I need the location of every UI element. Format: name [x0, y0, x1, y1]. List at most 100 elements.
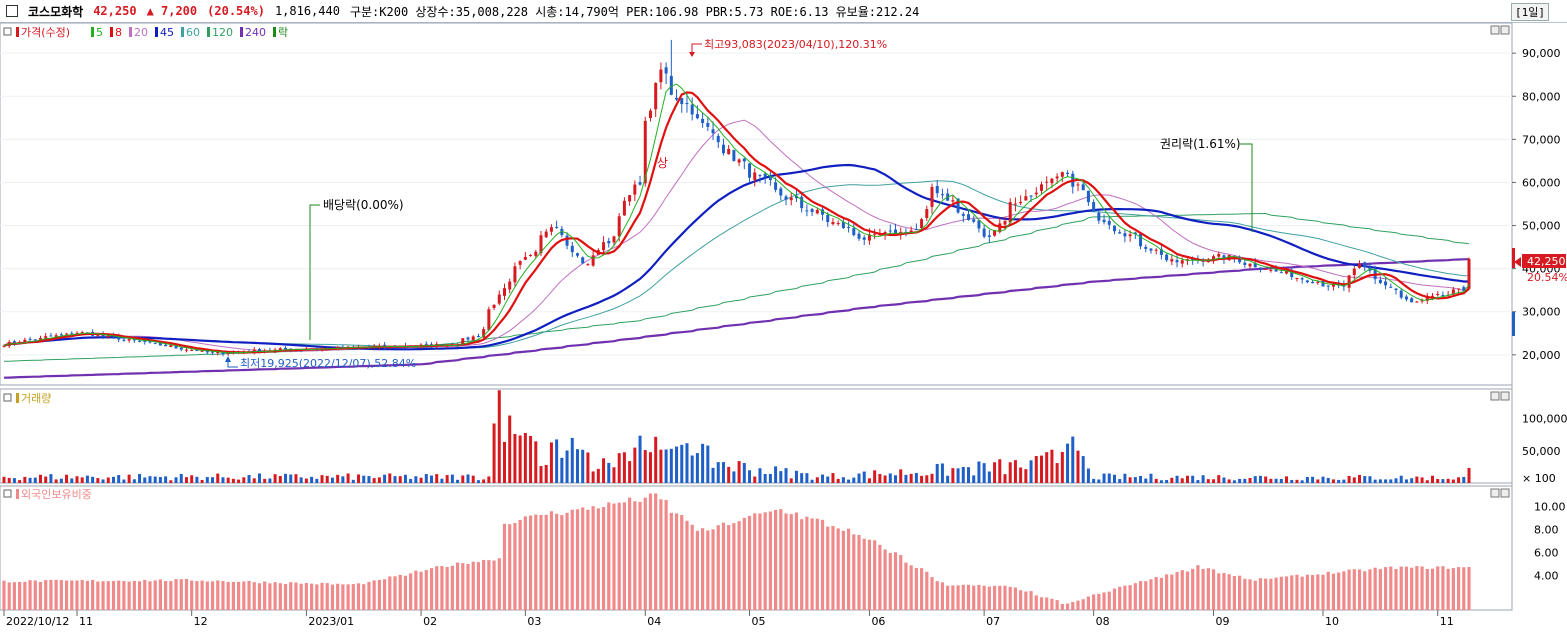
foreign-bar	[977, 584, 981, 610]
volume-bar	[294, 474, 298, 483]
candle-body	[23, 339, 27, 342]
volume-bar	[1024, 469, 1028, 483]
foreign-bar	[1071, 601, 1075, 610]
foreign-bar	[555, 513, 559, 610]
close-icon[interactable]	[1500, 391, 1510, 401]
foreign-bar	[810, 518, 814, 610]
minimize-icon[interactable]	[1490, 391, 1500, 401]
foreign-bar	[727, 525, 731, 610]
candle-body	[153, 342, 157, 344]
minimize-icon[interactable]	[1490, 488, 1500, 498]
candle-body	[122, 339, 126, 341]
candle-body	[810, 209, 814, 212]
volume-bar	[1071, 436, 1075, 483]
foreign-bar	[33, 580, 37, 610]
minimize-icon[interactable]	[1490, 25, 1500, 35]
volume-bar	[1170, 477, 1174, 483]
candle-body	[1107, 220, 1111, 225]
candle-body	[1347, 275, 1351, 288]
foreign-bar	[1467, 567, 1471, 610]
volume-bar	[596, 468, 600, 483]
candle-body	[284, 347, 288, 350]
foreign-bar	[893, 552, 898, 610]
volume-bar	[143, 477, 147, 483]
price-panel-buttons	[1490, 25, 1510, 35]
volume-bar	[1139, 475, 1143, 483]
foreign-bar	[96, 581, 100, 610]
volume-bar	[1180, 478, 1184, 483]
select-checkbox[interactable]	[6, 5, 18, 17]
foreign-bar	[992, 585, 997, 610]
volume-bar	[690, 455, 694, 483]
foreign-bar	[184, 578, 189, 610]
volume-bar	[539, 466, 543, 483]
candle-body	[1358, 263, 1362, 268]
legend-box-icon[interactable]	[3, 27, 12, 36]
foreign-bar	[1019, 590, 1023, 610]
volume-bar	[883, 475, 887, 483]
foreign-bar	[1404, 566, 1409, 610]
foreign-bar	[1415, 566, 1419, 610]
foreign-bar	[91, 579, 95, 610]
foreign-bar	[966, 584, 971, 610]
date-tick-label: 08	[1096, 615, 1110, 628]
legend-box-icon[interactable]	[3, 489, 12, 498]
volume-bar	[388, 473, 392, 483]
stock-chart[interactable]: 가격(수정) 5 8 20 45 60 120 240 락 거래량 외국인보유비중 최고93,…	[0, 22, 1567, 630]
candle-body	[732, 149, 736, 161]
volume-bar	[899, 469, 903, 483]
volume-bar	[1008, 462, 1012, 483]
foreign-bar	[1003, 585, 1007, 610]
close-icon[interactable]	[1500, 488, 1510, 498]
volume-bar	[1102, 473, 1106, 483]
foreign-bar	[747, 515, 752, 610]
candle-body	[1305, 280, 1309, 283]
volume-bar	[273, 474, 277, 483]
candle-body	[1331, 283, 1335, 287]
volume-bar	[727, 466, 731, 483]
volume-bar	[278, 476, 282, 483]
foreign-bar	[132, 581, 136, 610]
foreign-bar	[1222, 573, 1226, 610]
foreign-bar	[273, 582, 277, 610]
foreign-bar	[951, 585, 955, 610]
volume-bar	[492, 423, 496, 483]
volume-bar	[1326, 477, 1330, 483]
volume-bar	[393, 476, 397, 483]
candle-body	[226, 352, 230, 354]
candle-body	[993, 230, 997, 236]
close-icon[interactable]	[1500, 25, 1510, 35]
legend-ma-label: 8	[115, 26, 122, 39]
legend-box-icon[interactable]	[3, 393, 12, 402]
foreign-bar	[805, 516, 809, 610]
foreign-bar	[85, 580, 90, 610]
volume-bar	[1274, 478, 1278, 483]
foreign-bar	[1269, 578, 1273, 610]
foreign-bar	[721, 522, 726, 610]
candle-body	[591, 255, 595, 266]
rights-label: 권리락(1.61%)	[1160, 137, 1241, 151]
period-selector[interactable]: [1일]	[1511, 3, 1549, 21]
candle-body	[1316, 281, 1320, 283]
candle-body	[675, 97, 679, 100]
volume-bar	[888, 473, 892, 483]
candle-body	[1222, 255, 1226, 259]
foreign-bar	[513, 523, 517, 610]
volume-bar	[998, 459, 1002, 483]
candle-body	[179, 347, 183, 350]
candle-body	[1008, 202, 1012, 223]
foreign-bar	[883, 549, 887, 610]
candle-body	[539, 235, 543, 253]
ma5-line	[3, 83, 1470, 354]
volume-bar	[1133, 477, 1137, 483]
candle-body	[75, 332, 79, 334]
candle-body	[211, 351, 215, 353]
volume-bar	[1165, 479, 1169, 483]
candle-body	[565, 235, 569, 246]
volume-bar	[1191, 475, 1195, 483]
foreign-bar	[1086, 596, 1091, 610]
volume-bar	[774, 466, 778, 483]
volume-bar	[549, 442, 553, 483]
foreign-bar	[998, 585, 1002, 610]
foreign-bar	[1227, 574, 1231, 610]
